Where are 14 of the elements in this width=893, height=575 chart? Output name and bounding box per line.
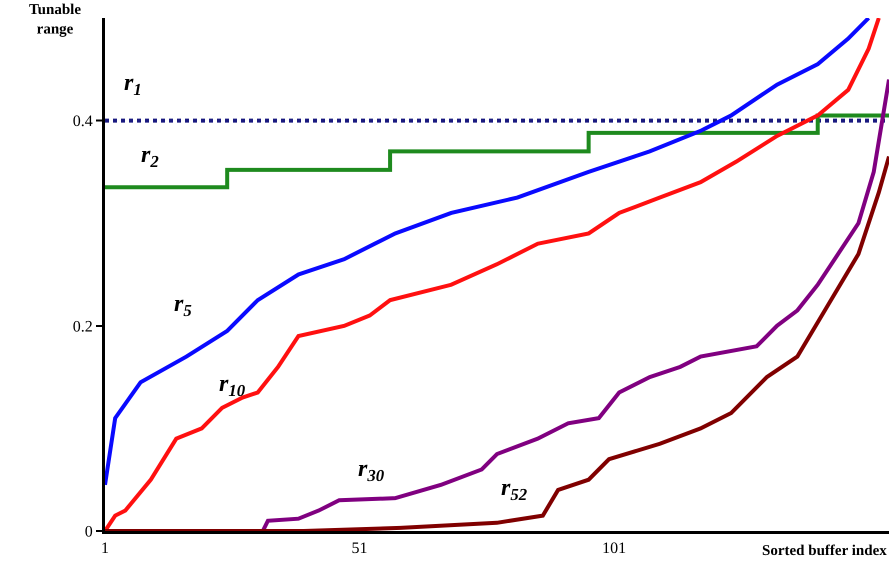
x-axis-title: Sorted buffer index xyxy=(762,543,888,559)
series-label: r$_{2}$ xyxy=(141,142,159,172)
series-label: r$_{1}$ xyxy=(124,70,142,100)
y-tick-label: 0.2 xyxy=(72,318,93,336)
x-tick-label: 1 xyxy=(101,540,109,558)
y-tick-label: 0 xyxy=(84,524,93,541)
series-label: r$_{30}$ xyxy=(358,456,385,486)
y-axis-title: Tunable range xyxy=(29,2,82,38)
x-tick-label: 51 xyxy=(352,540,368,558)
series-label: r$_{52}$ xyxy=(501,475,528,504)
series-label: r$_{5}$ xyxy=(174,291,192,320)
series-label: r$_{10}$ xyxy=(219,371,246,400)
x-tick-label: 101 xyxy=(602,540,626,558)
y-tick-label: 0.4 xyxy=(72,113,93,130)
